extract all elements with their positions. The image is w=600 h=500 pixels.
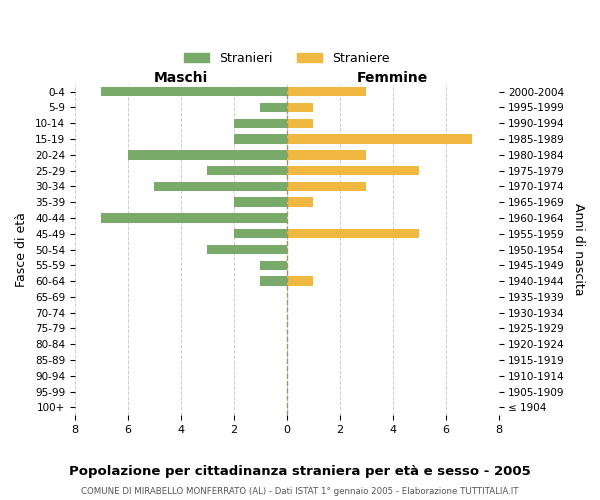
Bar	[101, 87, 287, 97]
Bar	[287, 166, 419, 175]
Bar	[287, 182, 366, 191]
Text: COMUNE DI MIRABELLO MONFERRATO (AL) - Dati ISTAT 1° gennaio 2005 - Elaborazione : COMUNE DI MIRABELLO MONFERRATO (AL) - Da…	[81, 488, 519, 496]
Bar	[208, 166, 287, 175]
Bar	[287, 87, 366, 97]
Bar	[234, 118, 287, 128]
Bar	[287, 276, 313, 286]
Text: Popolazione per cittadinanza straniera per età e sesso - 2005: Popolazione per cittadinanza straniera p…	[69, 465, 531, 478]
Bar	[234, 134, 287, 144]
Bar	[287, 134, 472, 144]
Bar	[234, 229, 287, 238]
Bar	[287, 198, 313, 207]
Bar	[101, 213, 287, 222]
Y-axis label: Anni di nascita: Anni di nascita	[572, 204, 585, 296]
Text: Femmine: Femmine	[357, 70, 428, 85]
Bar	[128, 150, 287, 160]
Bar	[208, 245, 287, 254]
Bar	[234, 198, 287, 207]
Bar	[260, 102, 287, 112]
Bar	[154, 182, 287, 191]
Bar	[287, 118, 313, 128]
Bar	[287, 150, 366, 160]
Bar	[287, 229, 419, 238]
Bar	[287, 102, 313, 112]
Y-axis label: Fasce di età: Fasce di età	[15, 212, 28, 287]
Legend: Stranieri, Straniere: Stranieri, Straniere	[179, 47, 395, 70]
Text: Maschi: Maschi	[154, 70, 208, 85]
Bar	[260, 276, 287, 286]
Bar	[260, 260, 287, 270]
